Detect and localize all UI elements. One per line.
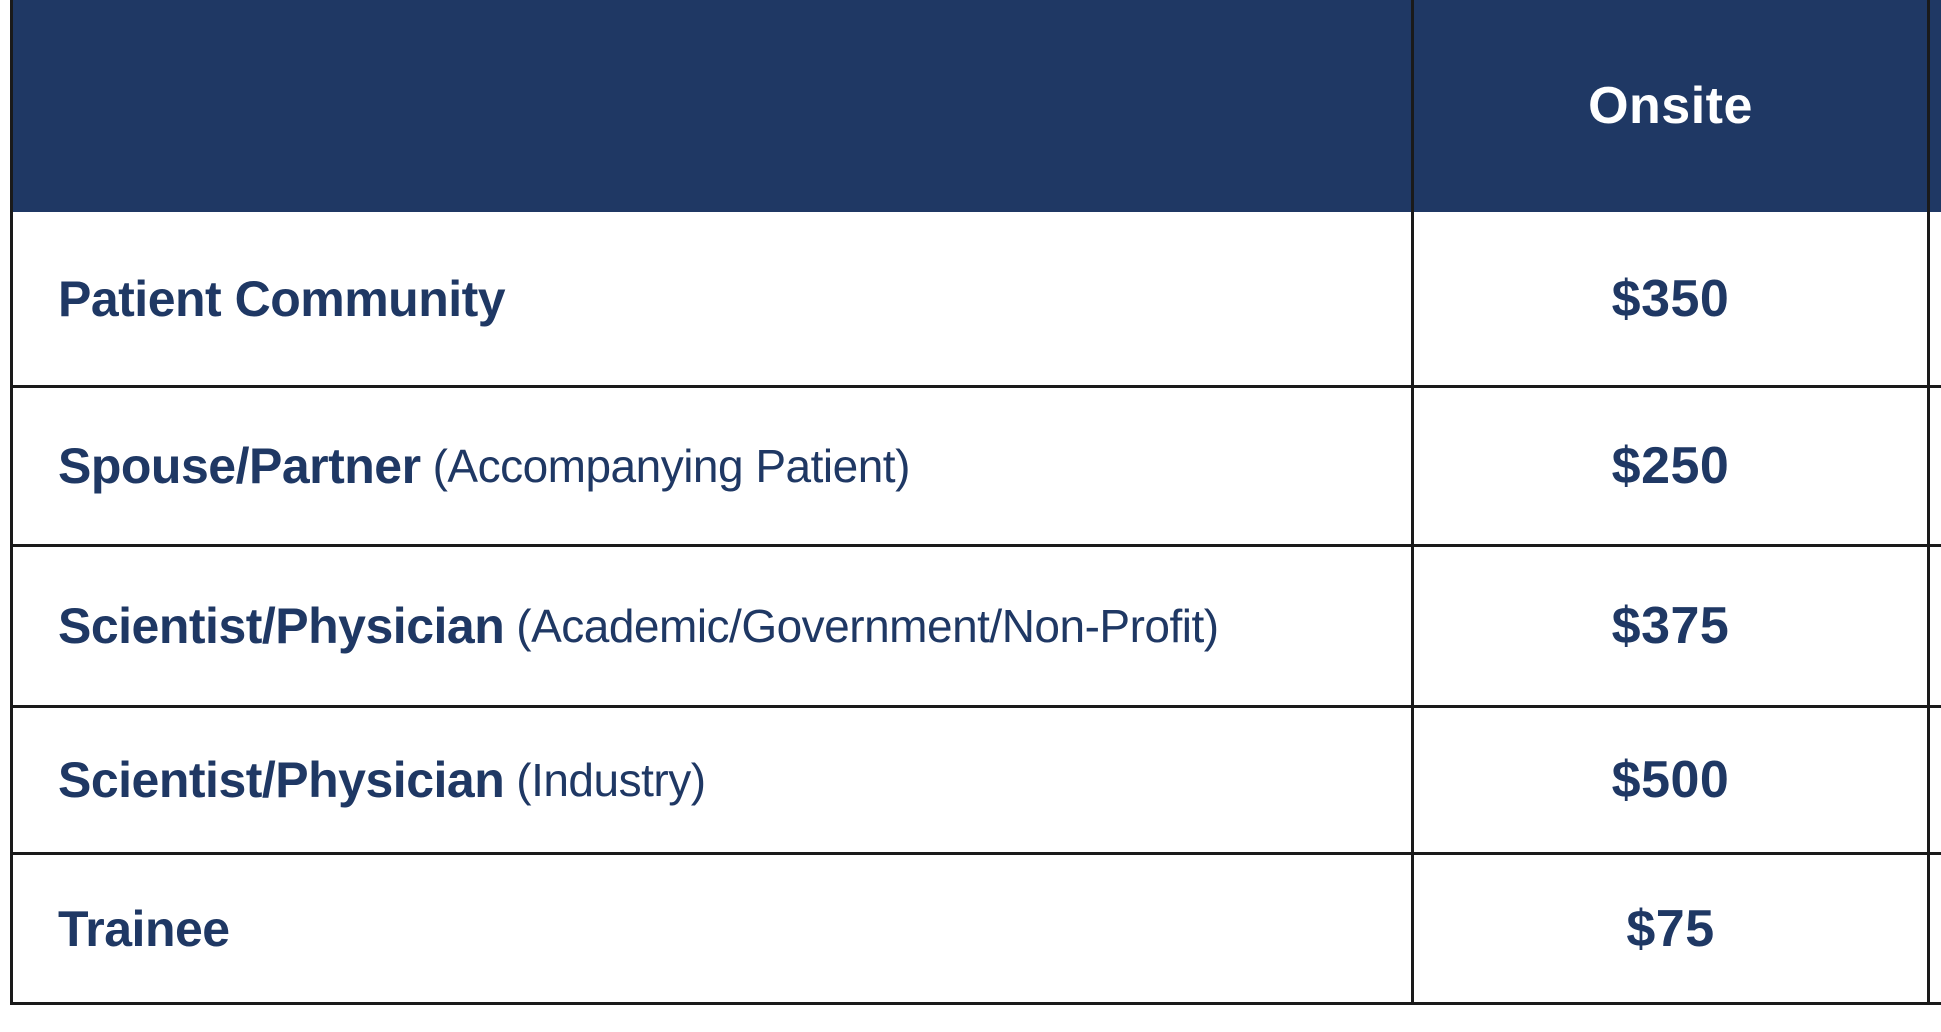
cropped-cell [1930,212,1941,385]
cropped-cell [1930,388,1941,544]
category-label: Scientist/Physician [58,752,505,808]
category-cell: Spouse/Partner (Accompanying Patient) [13,388,1414,544]
header-cropped-cell [1930,0,1941,212]
cropped-cell [1930,547,1941,705]
header-category-cell [13,0,1414,212]
registration-pricing-table: Onsite Patient Community $350 Spouse/Par… [10,0,1941,1005]
price-value: $500 [1611,751,1730,809]
table-row: Scientist/Physician (Industry) $500 [13,708,1941,855]
table-row: Trainee $75 [13,855,1941,1005]
category-label: Patient Community [58,270,506,327]
category-cell: Scientist/Physician (Academic/Government… [13,547,1414,705]
price-value: $375 [1611,597,1730,655]
price-cell: $75 [1414,855,1930,1002]
table-row: Spouse/Partner (Accompanying Patient) $2… [13,388,1941,547]
category-detail: (Industry) [516,754,706,806]
price-value: $75 [1626,899,1715,958]
header-onsite-cell: Onsite [1414,0,1930,212]
cropped-cell [1930,855,1941,1002]
onsite-column-header: Onsite [1588,77,1753,135]
price-value: $250 [1611,437,1730,495]
category-detail: (Academic/Government/Non-Profit) [516,600,1219,652]
category-label: Spouse/Partner [58,438,421,494]
table-header-row: Onsite [13,0,1941,212]
category-cell: Trainee [13,855,1414,1002]
table-row: Scientist/Physician (Academic/Government… [13,547,1941,708]
category-cell: Scientist/Physician (Industry) [13,708,1414,852]
table-row: Patient Community $350 [13,212,1941,388]
price-value: $350 [1611,269,1730,328]
category-cell: Patient Community [13,212,1414,385]
category-detail: (Accompanying Patient) [432,440,911,492]
price-cell: $375 [1414,547,1930,705]
cropped-cell [1930,708,1941,852]
price-cell: $350 [1414,212,1930,385]
price-cell: $500 [1414,708,1930,852]
category-label: Trainee [58,900,230,957]
price-cell: $250 [1414,388,1930,544]
category-label: Scientist/Physician [58,598,505,654]
